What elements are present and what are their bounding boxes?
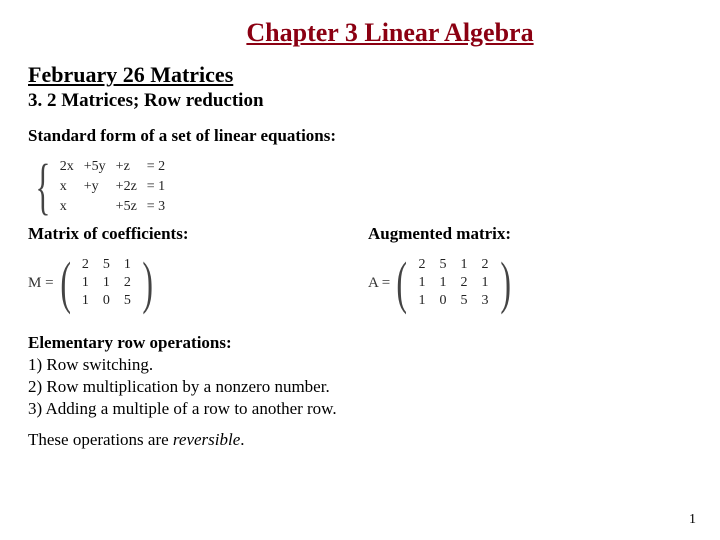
eq-cell: = 1: [143, 178, 169, 196]
augmented-matrix-label: Augmented matrix:: [368, 224, 678, 244]
eq-cell: +y: [80, 178, 110, 196]
equations-table: 2x +5y +z = 2 x +y +2z = 1 x +5z = 3: [54, 156, 171, 218]
standard-form-label: Standard form of a set of linear equatio…: [28, 126, 692, 146]
a-cell: 1: [433, 274, 454, 292]
a-cell: 0: [433, 292, 454, 310]
eq-cell: +z: [112, 158, 141, 176]
row-op-2: 2) Row multiplication by a nonzero numbe…: [28, 376, 692, 398]
eq-cell: x: [56, 178, 78, 196]
m-cell: 2: [117, 274, 138, 292]
eq-cell: +5z: [112, 198, 141, 216]
page-number: 1: [689, 512, 696, 528]
reversible-suffix: .: [240, 430, 244, 449]
a-cell: 2: [412, 256, 433, 274]
m-cell: 5: [117, 292, 138, 310]
m-cell: 1: [117, 256, 138, 274]
equation-system: { 2x +5y +z = 2 x +y +2z = 1 x +5z = 3: [28, 156, 171, 218]
paren-left-icon: (: [397, 254, 408, 312]
paren-right-icon: ): [500, 254, 511, 312]
subtitle: February 26 Matrices: [28, 62, 692, 88]
a-cell: 1: [412, 292, 433, 310]
a-cell: 2: [475, 256, 496, 274]
augmented-matrix: A = ( 2 5 1 2 1 1 2 1 1 0 5: [368, 254, 515, 312]
coeff-matrix: M = ( 2 5 1 1 1 2 1 0 5 ): [28, 254, 157, 312]
m-cell: 1: [75, 292, 96, 310]
eq-cell: +2z: [112, 178, 141, 196]
row-op-1: 1) Row switching.: [28, 354, 692, 376]
m-cell: 0: [96, 292, 117, 310]
brace-icon: {: [35, 156, 50, 218]
a-cell: 3: [475, 292, 496, 310]
matrix-M-prefix: M =: [28, 275, 54, 292]
a-cell: 1: [454, 256, 475, 274]
a-cell: 5: [454, 292, 475, 310]
paren-left-icon: (: [60, 254, 71, 312]
chapter-title: Chapter 3 Linear Algebra: [88, 18, 692, 48]
row-ops-heading: Elementary row operations:: [28, 332, 692, 354]
eq-cell: 2x: [56, 158, 78, 176]
reversible-note: These operations are reversible.: [28, 430, 692, 450]
m-cell: 1: [96, 274, 117, 292]
reversible-prefix: These operations are: [28, 430, 173, 449]
a-cell: 5: [433, 256, 454, 274]
matrix-A-table: 2 5 1 2 1 1 2 1 1 0 5 3: [412, 256, 496, 310]
row-op-3: 3) Adding a multiple of a row to another…: [28, 398, 692, 420]
reversible-word: reversible: [173, 430, 240, 449]
section-title: 3. 2 Matrices; Row reduction: [28, 90, 692, 112]
m-cell: 5: [96, 256, 117, 274]
paren-right-icon: ): [142, 254, 153, 312]
m-cell: 1: [75, 274, 96, 292]
a-cell: 1: [412, 274, 433, 292]
matrix-A-prefix: A =: [368, 275, 390, 292]
eq-cell: x: [56, 198, 78, 216]
m-cell: 2: [75, 256, 96, 274]
a-cell: 2: [454, 274, 475, 292]
eq-cell: +5y: [80, 158, 110, 176]
matrix-M-table: 2 5 1 1 1 2 1 0 5: [75, 256, 138, 310]
eq-cell: = 2: [143, 158, 169, 176]
coeff-matrix-label: Matrix of coefficients:: [28, 224, 338, 244]
eq-cell: = 3: [143, 198, 169, 216]
eq-cell: [80, 198, 110, 216]
a-cell: 1: [475, 274, 496, 292]
